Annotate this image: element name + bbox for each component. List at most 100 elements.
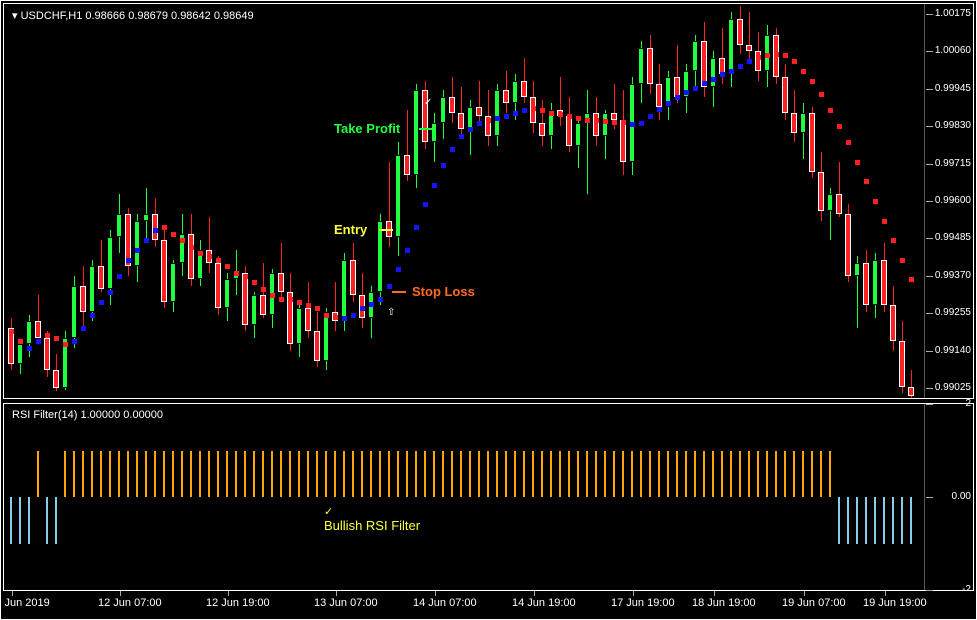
- ma-dot: [234, 271, 239, 276]
- candle: [431, 4, 437, 398]
- rsi-bar: [154, 451, 156, 498]
- candle: [350, 4, 356, 398]
- time-label: 19 Jun 19:00: [863, 597, 927, 609]
- ma-dot: [9, 329, 14, 334]
- rsi-bar: [451, 451, 453, 498]
- ma-dot: [459, 134, 464, 139]
- price-tick: 0.99830: [935, 120, 971, 131]
- candlestick-area[interactable]: Take ProfitEntryStop Loss⇧✓: [4, 4, 925, 398]
- rsi-bar: [631, 451, 633, 498]
- candle: [719, 4, 725, 398]
- candle: [386, 4, 392, 398]
- rsi-bar: [550, 451, 552, 498]
- ma-dot: [891, 238, 896, 243]
- candle: [440, 4, 446, 398]
- candle: [143, 4, 149, 398]
- ma-dot: [369, 302, 374, 307]
- ma-dot: [882, 219, 887, 224]
- ma-dot: [342, 316, 347, 321]
- rsi-bar: [37, 451, 39, 498]
- rsi-bar: [739, 451, 741, 498]
- candle: [368, 4, 374, 398]
- candle: [530, 4, 536, 398]
- ma-dot: [441, 163, 446, 168]
- rsi-bar: [64, 451, 66, 498]
- rsi-tick: 2: [965, 398, 971, 409]
- rsi-bar: [910, 497, 912, 544]
- rsi-bar: [487, 451, 489, 498]
- rsi-filter-label: ✓ Bullish RSI Filter: [324, 503, 420, 533]
- ma-dot: [720, 72, 725, 77]
- candle: [242, 4, 248, 398]
- candle: [152, 4, 158, 398]
- rsi-bar: [541, 451, 543, 498]
- ma-dot: [351, 313, 356, 318]
- ma-dot: [81, 326, 86, 331]
- time-label: 12 Jun 19:00: [206, 597, 270, 609]
- candle: [566, 4, 572, 398]
- candle: [494, 4, 500, 398]
- time-label: 14 Jun 07:00: [413, 597, 477, 609]
- price-y-axis: 1.001751.000600.999450.998300.997150.996…: [925, 4, 973, 398]
- ma-dot: [702, 81, 707, 86]
- time-label: 12 Jun 07:00: [98, 597, 162, 609]
- candle: [728, 4, 734, 398]
- ma-dot: [549, 111, 554, 116]
- ma-dot: [801, 69, 806, 74]
- rsi-bar: [190, 451, 192, 498]
- ma-dot: [468, 127, 473, 132]
- time-label: 11 Jun 2019: [0, 597, 50, 609]
- rsi-panel[interactable]: 20.00-2 RSI Filter(14) 1.00000 0.00000 ✓…: [3, 403, 974, 591]
- rsi-bar: [766, 451, 768, 498]
- ma-dot: [45, 333, 50, 338]
- rsi-bar: [640, 451, 642, 498]
- rsi-bar: [712, 451, 714, 498]
- candle: [593, 4, 599, 398]
- rsi-bar: [307, 451, 309, 498]
- candle: [44, 4, 50, 398]
- rsi-bar: [100, 451, 102, 498]
- candle: [611, 4, 617, 398]
- rsi-histogram-area[interactable]: [4, 404, 925, 590]
- rsi-bar: [658, 451, 660, 498]
- rsi-bar: [406, 451, 408, 498]
- ma-dot: [666, 101, 671, 106]
- ma-dot: [900, 258, 905, 263]
- candle: [836, 4, 842, 398]
- rsi-bar: [478, 451, 480, 498]
- rsi-bar: [343, 451, 345, 498]
- rsi-bar: [505, 451, 507, 498]
- candle: [134, 4, 140, 398]
- ma-dot: [747, 59, 752, 64]
- rsi-bar: [163, 451, 165, 498]
- ma-dot: [558, 112, 563, 117]
- candle: [458, 4, 464, 398]
- ma-dot: [819, 92, 824, 97]
- rsi-bar: [208, 451, 210, 498]
- ma-dot: [63, 342, 68, 347]
- rsi-bar: [721, 451, 723, 498]
- candle: [296, 4, 302, 398]
- price-tick: 0.99485: [935, 232, 971, 243]
- annotation-entry: Entry: [334, 222, 367, 237]
- candle: [782, 4, 788, 398]
- candle: [116, 4, 122, 398]
- price-panel[interactable]: Take ProfitEntryStop Loss⇧✓ 1.001751.000…: [3, 3, 974, 399]
- rsi-bar: [46, 497, 48, 544]
- candle: [467, 4, 473, 398]
- rsi-bar: [676, 451, 678, 498]
- rsi-bar: [883, 497, 885, 544]
- ma-dot: [270, 293, 275, 298]
- ma-dot: [126, 258, 131, 263]
- price-tick: 1.00175: [935, 8, 971, 19]
- rsi-bar: [892, 497, 894, 544]
- candle: [359, 4, 365, 398]
- ma-dot: [144, 238, 149, 243]
- ma-dot: [639, 121, 644, 126]
- rsi-bar: [91, 451, 93, 498]
- candle: [620, 4, 626, 398]
- ma-dot: [729, 69, 734, 74]
- rsi-bar: [775, 451, 777, 498]
- candle: [539, 4, 545, 398]
- rsi-bar: [109, 451, 111, 498]
